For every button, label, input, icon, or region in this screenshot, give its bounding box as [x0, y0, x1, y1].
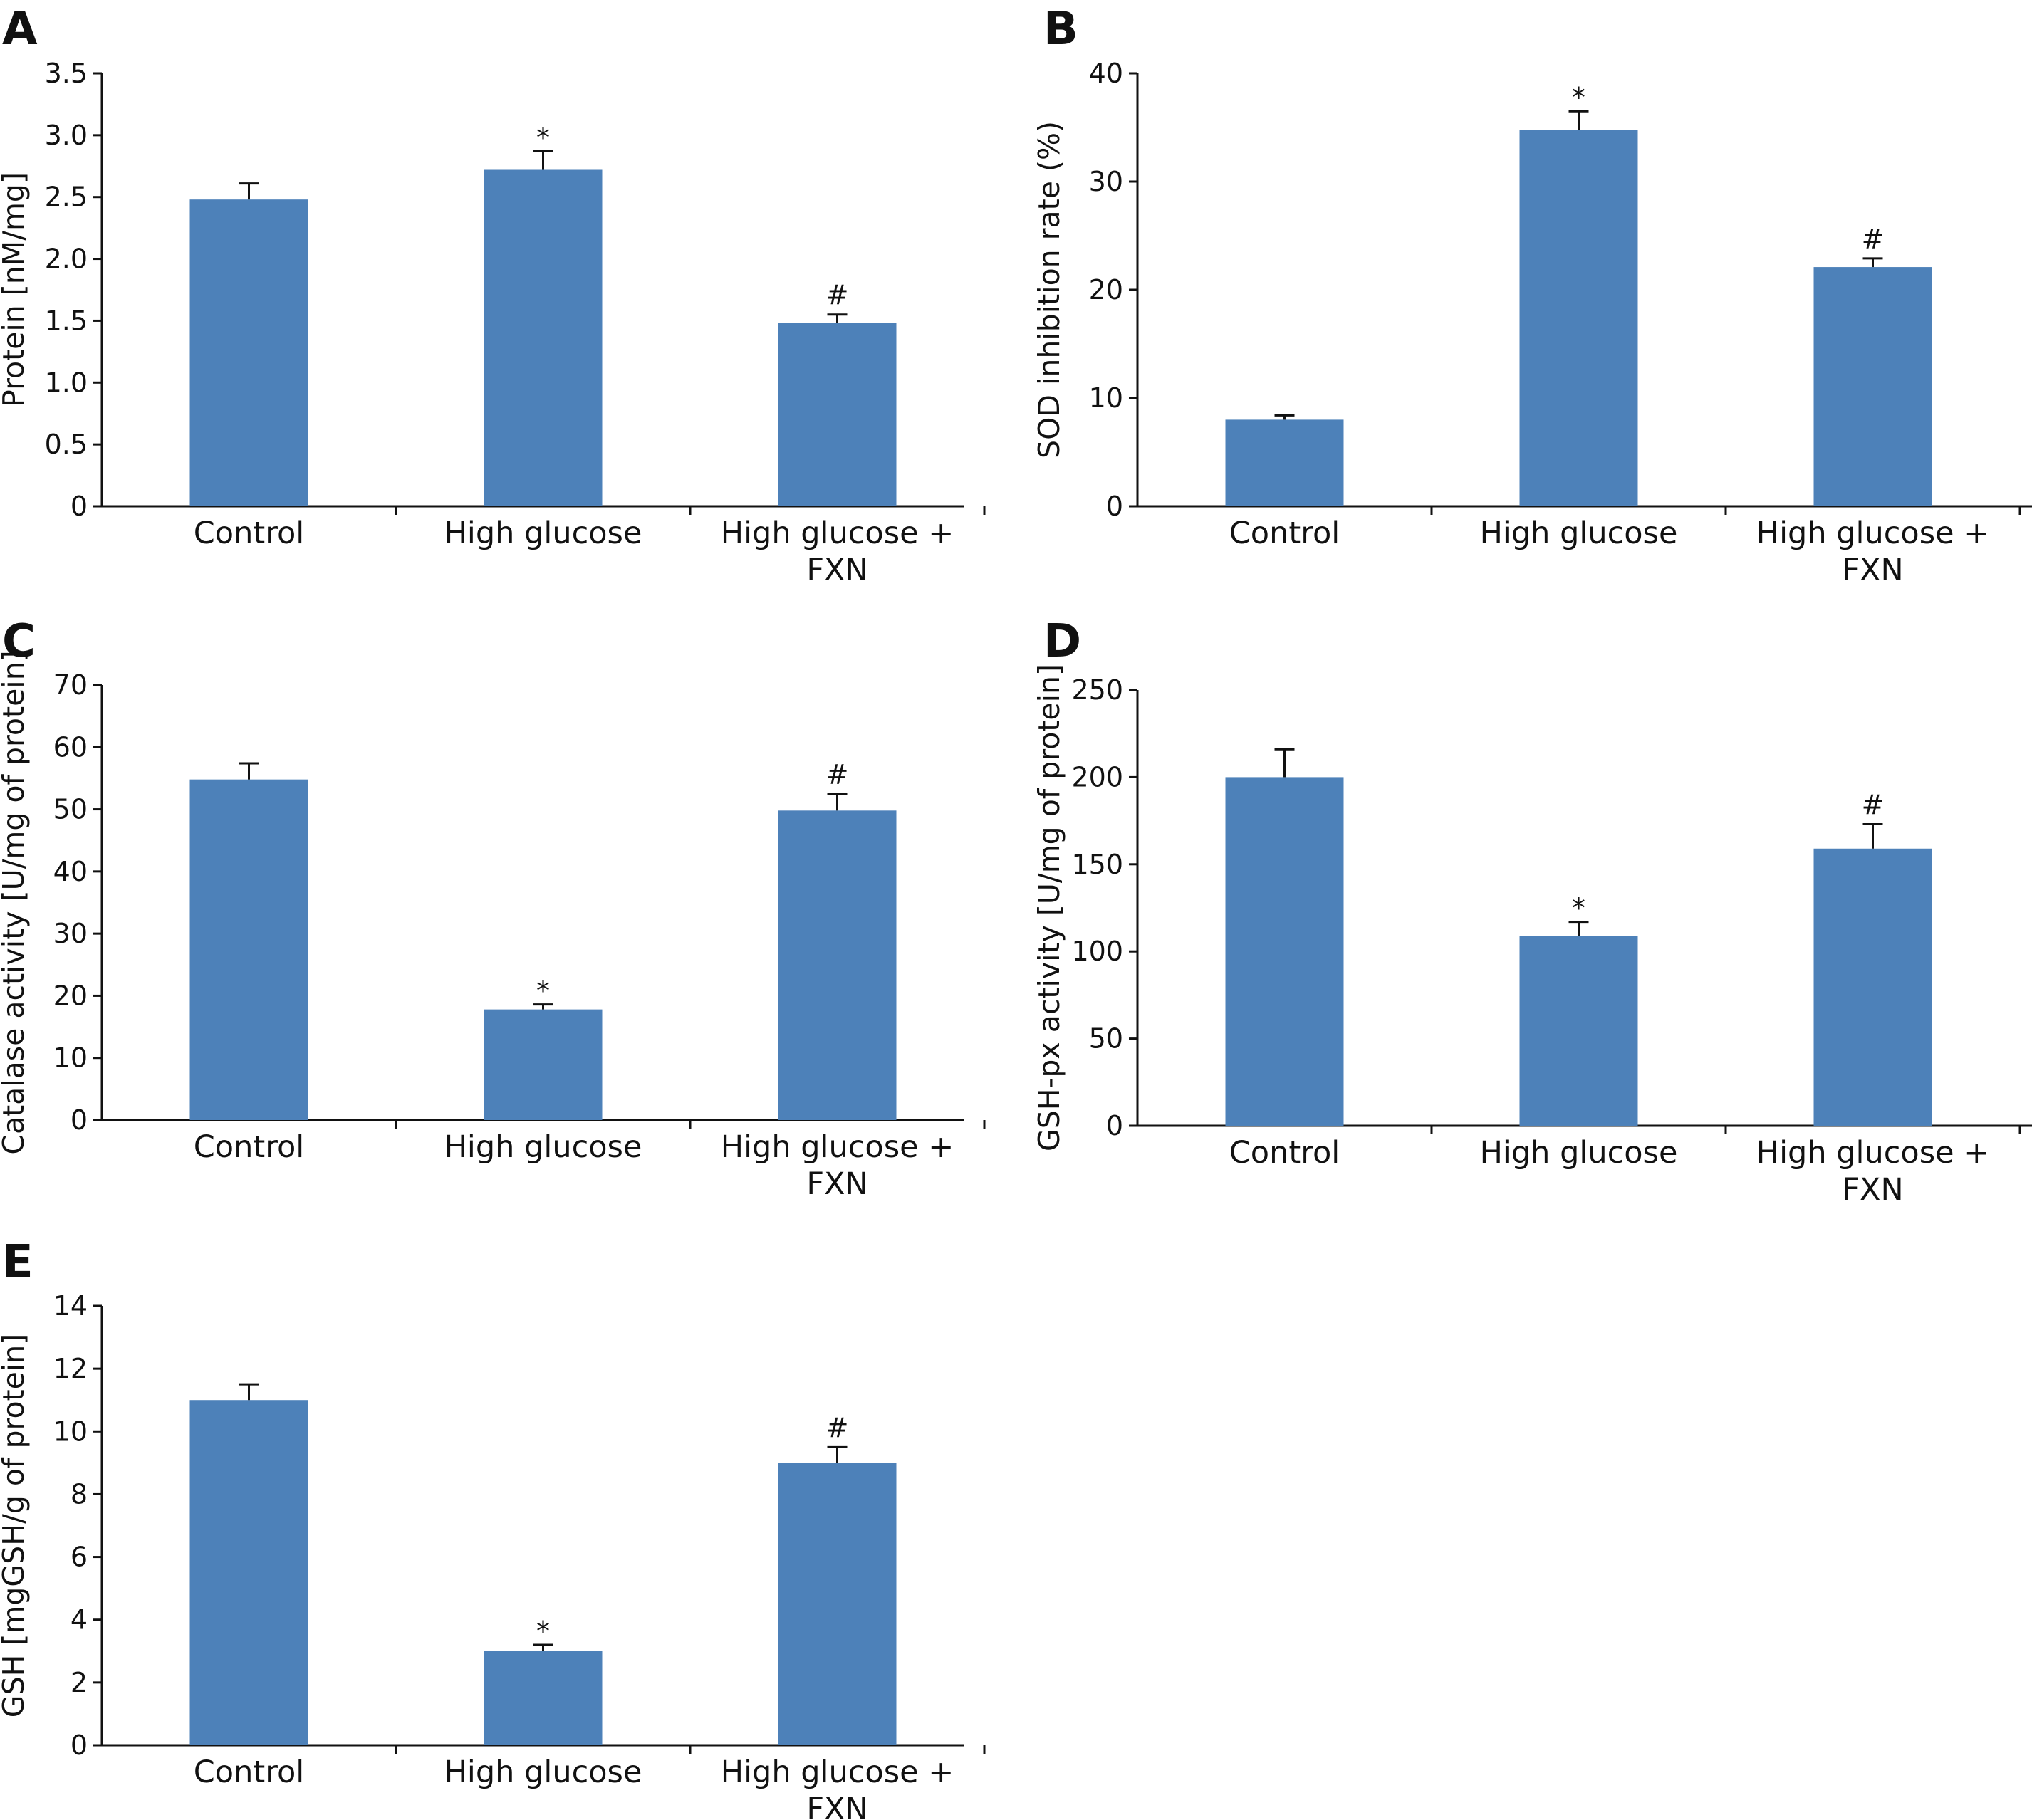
y-tick-label: 14 [53, 1290, 88, 1322]
significance-marker: * [536, 1616, 550, 1647]
y-tick-label: 150 [1071, 849, 1123, 880]
y-tick-label: 3.0 [45, 120, 88, 151]
y-tick-label: 1.5 [45, 305, 88, 336]
x-category-label: Control [194, 516, 304, 551]
x-category-label: High glucose + [1756, 1135, 1990, 1171]
y-tick-label: 0.5 [45, 429, 88, 460]
y-tick-label: 0 [1106, 491, 1123, 522]
y-tick-label: 250 [1071, 674, 1123, 706]
bar [484, 1009, 603, 1120]
y-tick-label: 2.5 [45, 182, 88, 213]
x-category-label: Control [1229, 1135, 1340, 1171]
x-category-label: Control [1229, 516, 1340, 551]
y-tick-label: 8 [71, 1478, 88, 1510]
significance-marker: # [826, 759, 849, 790]
bar [189, 779, 308, 1120]
y-axis-title: GSH-px activity [U/mg of protein] [1032, 664, 1066, 1151]
y-tick-label: 40 [1089, 58, 1123, 89]
y-tick-label: 3.5 [45, 58, 88, 89]
x-category-label: FXN [806, 553, 867, 588]
y-tick-label: 6 [71, 1542, 88, 1573]
y-axis-title: Catalase activity [U/mg of protein] [0, 650, 31, 1154]
y-tick-label: 100 [1071, 936, 1123, 967]
x-category-label: Control [194, 1129, 304, 1165]
x-category-label: High glucose [444, 1129, 642, 1165]
y-tick-label: 10 [53, 1416, 88, 1447]
y-tick-label: 2 [71, 1667, 88, 1698]
panel-letter-b: B [1043, 3, 1078, 56]
bar [1225, 419, 1344, 506]
y-tick-label: 30 [1089, 166, 1123, 197]
x-category-label: High glucose + [721, 1754, 954, 1790]
y-tick-label: 40 [53, 856, 88, 887]
y-tick-label: 0 [1106, 1110, 1123, 1141]
panel-letter-d: D [1043, 615, 1081, 668]
y-tick-label: 20 [1089, 274, 1123, 305]
panel-letter-c: C [2, 615, 36, 668]
y-tick-label: 20 [53, 980, 88, 1011]
y-tick-label: 30 [53, 918, 88, 949]
x-category-label: High glucose [1480, 516, 1678, 551]
significance-marker: # [1862, 789, 1885, 820]
y-tick-label: 10 [53, 1042, 88, 1074]
significance-marker: * [536, 122, 550, 153]
bar [484, 1651, 603, 1745]
significance-marker: # [826, 280, 849, 311]
panel-letter-a: A [2, 3, 38, 56]
bar [1519, 936, 1638, 1126]
bar [1813, 848, 1932, 1126]
x-category-label: FXN [1842, 553, 1903, 588]
x-category-label: High glucose + [721, 516, 954, 551]
significance-marker: * [1572, 893, 1585, 924]
bar [778, 810, 897, 1120]
y-tick-label: 200 [1071, 761, 1123, 793]
bar [484, 169, 603, 507]
bar [1225, 777, 1344, 1126]
y-tick-label: 70 [53, 669, 88, 701]
x-category-label: FXN [806, 1166, 867, 1202]
y-tick-label: 1.0 [45, 367, 88, 398]
y-tick-label: 60 [53, 731, 88, 763]
x-category-label: High glucose + [1756, 516, 1990, 551]
bar [778, 323, 897, 506]
bar [778, 1463, 897, 1745]
x-category-label: High glucose + [721, 1129, 954, 1165]
y-tick-label: 0 [71, 1104, 88, 1136]
y-tick-label: 10 [1089, 382, 1123, 414]
y-tick-label: 0 [71, 1730, 88, 1761]
bar [189, 199, 308, 506]
x-category-label: High glucose [444, 1754, 642, 1790]
y-tick-label: 50 [1089, 1023, 1123, 1055]
y-axis-title: Protein [nM/mg] [0, 172, 31, 407]
significance-marker: # [826, 1412, 849, 1443]
x-category-label: High glucose [444, 516, 642, 551]
y-tick-label: 50 [53, 794, 88, 825]
y-tick-label: 0 [71, 491, 88, 522]
significance-marker: # [1862, 224, 1885, 255]
x-category-label: FXN [806, 1792, 867, 1820]
y-axis-title: GSH [mgGSH/g of protein] [0, 1334, 31, 1717]
bar [1813, 267, 1932, 506]
x-category-label: Control [194, 1754, 304, 1790]
significance-marker: * [1572, 82, 1585, 113]
bar [1519, 130, 1638, 507]
significance-marker: * [536, 976, 550, 1007]
y-axis-title: SOD inhibition rate (%) [1032, 121, 1066, 459]
y-tick-label: 2.0 [45, 244, 88, 275]
bar [189, 1400, 308, 1745]
y-tick-label: 12 [53, 1353, 88, 1384]
x-category-label: FXN [1842, 1172, 1903, 1208]
panel-letter-e: E [2, 1236, 33, 1289]
x-category-label: High glucose [1480, 1135, 1678, 1171]
y-tick-label: 4 [71, 1604, 88, 1636]
